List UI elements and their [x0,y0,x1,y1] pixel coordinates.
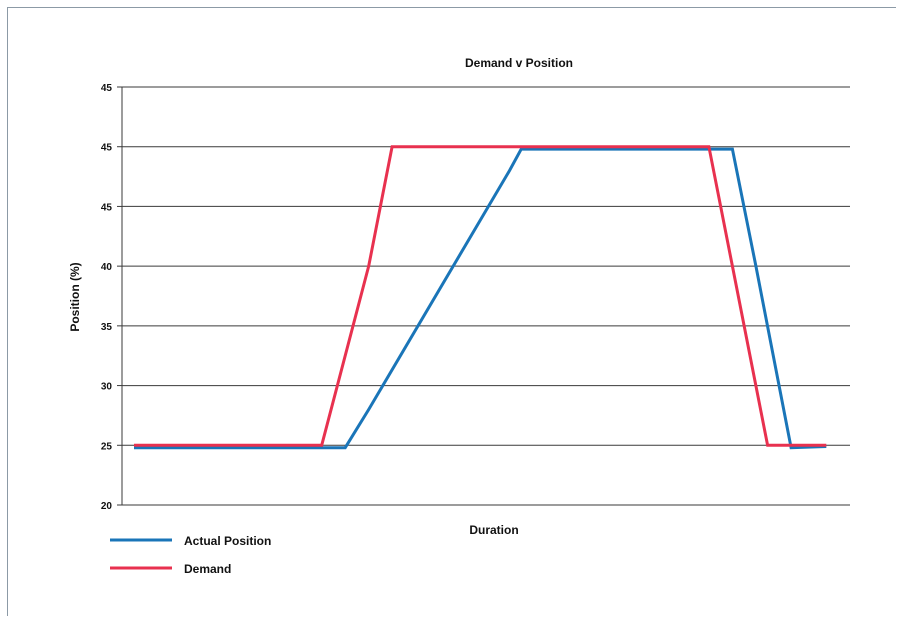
series-line-actual-position [134,147,827,450]
y-tick-label: 45 [101,83,113,94]
y-tick-label: 20 [101,501,113,512]
chart-title: Demand v Position [465,56,573,70]
legend-label-demand: Demand [184,562,231,576]
y-tick-label: 25 [101,441,113,452]
x-axis-label: Duration [469,523,518,537]
y-axis-label: Position (%) [68,262,82,331]
series-lines [134,145,827,450]
y-tick-labels: 20 25 30 35 40 45 45 45 [101,83,113,512]
chart-frame [7,7,896,616]
series-line-demand [134,145,827,447]
legend: Actual Position Demand [110,534,271,576]
gridlines [117,86,850,506]
y-tick-label: 30 [101,382,113,393]
y-tick-label: 35 [101,322,113,333]
y-tick-label: 45 [101,202,113,213]
y-tick-label: 40 [101,262,113,273]
legend-label-actual-position: Actual Position [184,534,271,548]
y-tick-label: 45 [101,143,113,154]
